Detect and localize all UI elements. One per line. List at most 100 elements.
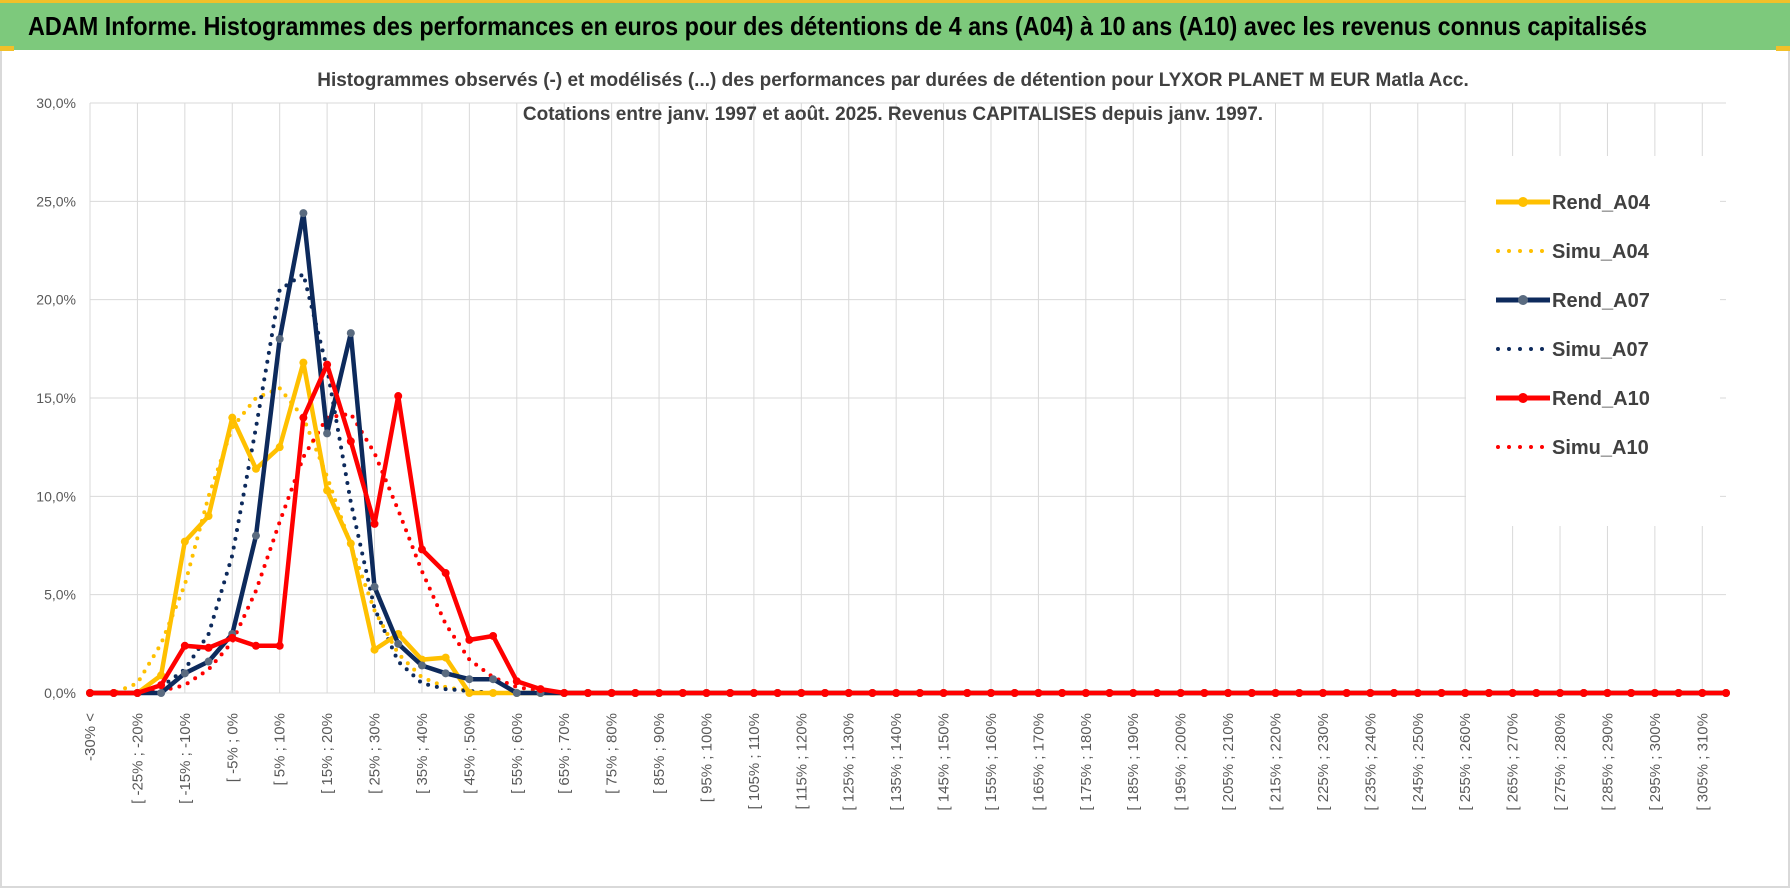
data-point — [323, 429, 332, 438]
data-point — [1247, 689, 1256, 697]
x-tick-label: [ 145% ; 150% — [936, 713, 953, 811]
data-point — [299, 413, 308, 422]
data-point — [560, 689, 569, 697]
data-point — [821, 689, 830, 697]
data-point — [868, 689, 877, 697]
chart-title: Histogrammes observés (-) et modélisés (… — [317, 70, 1469, 91]
data-point — [251, 464, 260, 473]
data-point — [892, 689, 901, 697]
data-point — [323, 486, 332, 495]
data-point — [1318, 689, 1327, 697]
data-point — [346, 329, 355, 338]
data-point — [180, 641, 189, 650]
data-point — [109, 689, 118, 697]
data-point — [702, 689, 711, 697]
chart-subtitle: Cotations entre janv. 1997 et août. 2025… — [523, 104, 1263, 125]
legend-item-simu-a07[interactable]: Simu_A07 — [1496, 339, 1649, 361]
x-tick-label: [ 105% ; 110% — [746, 713, 763, 809]
y-tick-label: 5,0% — [44, 587, 76, 603]
data-point — [844, 689, 853, 697]
data-point — [86, 689, 94, 697]
data-point — [299, 358, 308, 367]
legend-label: Simu_A04 — [1552, 241, 1650, 263]
legend-item-simu-a04[interactable]: Simu_A04 — [1496, 241, 1650, 263]
x-tick-label: [ -15% ; -10% — [177, 713, 194, 804]
x-tick-label: -30% < — [82, 713, 99, 761]
data-point — [1437, 689, 1446, 697]
data-point — [275, 443, 284, 452]
data-point — [489, 631, 498, 640]
data-point — [1366, 689, 1375, 697]
data-point — [1081, 689, 1090, 697]
x-tick-label: [ 95% ; 100% — [698, 713, 715, 802]
data-point — [489, 689, 498, 697]
data-point — [1698, 689, 1707, 697]
legend-item-rend-a10[interactable]: Rend_A10 — [1496, 388, 1650, 410]
data-point — [251, 531, 260, 540]
data-point — [228, 633, 237, 642]
y-tick-label: 0,0% — [44, 685, 76, 701]
y-tick-label: 10,0% — [36, 488, 76, 504]
data-point — [1603, 689, 1612, 697]
data-point — [773, 689, 782, 697]
data-point — [251, 641, 260, 650]
x-tick-label: [ 65% ; 70% — [556, 713, 573, 794]
data-point — [631, 689, 640, 697]
data-point — [275, 641, 284, 650]
legend-marker — [1518, 197, 1528, 207]
x-tick-label: [ -25% ; -20% — [129, 713, 146, 804]
data-point — [583, 689, 592, 697]
data-point — [323, 360, 332, 369]
data-point — [465, 689, 474, 697]
chart-area: 0,0% 5,0% 10,0% 15,0% 20,0% 25,0% 30,0% -30% <… — [0, 56, 1790, 886]
x-tick-label: [ 255% ; 260% — [1457, 713, 1474, 811]
legend-box — [1466, 156, 1720, 526]
y-tick-label: 25,0% — [36, 193, 76, 209]
x-tick-label: [ 75% ; 80% — [604, 713, 621, 794]
y-tick-label: 30,0% — [36, 95, 76, 111]
x-tick-label: [ 155% ; 160% — [983, 713, 1000, 811]
legend-label: Rend_A04 — [1552, 192, 1651, 214]
y-axis-ticks: 0,0% 5,0% 10,0% 15,0% 20,0% 25,0% 30,0% — [36, 95, 76, 701]
legend-label: Simu_A10 — [1552, 437, 1649, 459]
histogram-chart: 0,0% 5,0% 10,0% 15,0% 20,0% 25,0% 30,0% -30% <… — [36, 70, 1730, 811]
x-tick-label: [ 185% ; 190% — [1125, 713, 1142, 811]
legend-label: Rend_A07 — [1552, 290, 1650, 312]
legend[interactable]: Rend_A04 Simu_A04 Rend_A07 Simu_A07 Rend_A10… — [1466, 156, 1720, 526]
x-tick-label: [ 215% ; 220% — [1268, 713, 1285, 811]
data-point — [465, 675, 474, 684]
data-point — [204, 657, 213, 666]
data-point — [963, 689, 972, 697]
data-point — [1295, 689, 1304, 697]
data-point — [1556, 689, 1565, 697]
data-point — [346, 437, 355, 446]
x-tick-label: [ 205% ; 210% — [1220, 713, 1237, 811]
data-point — [1390, 689, 1399, 697]
x-tick-label: [ 25% ; 30% — [367, 713, 384, 794]
data-point — [1579, 689, 1588, 697]
legend-item-simu-a10[interactable]: Simu_A10 — [1496, 437, 1649, 459]
legend-item-rend-a04[interactable]: Rend_A04 — [1496, 192, 1651, 214]
data-point — [536, 685, 545, 694]
x-tick-label: [ 175% ; 180% — [1078, 713, 1095, 811]
x-tick-label: [ -5% ; 0% — [224, 713, 241, 782]
data-point — [749, 689, 758, 697]
x-tick-label: [ 245% ; 250% — [1410, 713, 1427, 811]
data-point — [204, 643, 213, 652]
x-tick-label: [ 265% ; 270% — [1505, 713, 1522, 811]
x-tick-label: [ 35% ; 40% — [414, 713, 431, 794]
data-point — [1152, 689, 1161, 697]
x-tick-label: [ 195% ; 200% — [1173, 713, 1190, 811]
data-point — [133, 689, 142, 697]
data-point — [1722, 689, 1730, 697]
data-point — [157, 681, 166, 690]
data-point — [346, 539, 355, 548]
series-line-rend-a10 — [90, 362, 1726, 696]
legend-label: Rend_A10 — [1552, 388, 1650, 410]
data-point — [417, 661, 426, 670]
legend-item-rend-a07[interactable]: Rend_A07 — [1496, 290, 1650, 312]
data-point — [441, 653, 450, 662]
data-point — [939, 689, 948, 697]
x-tick-label: [ 295% ; 300% — [1647, 713, 1664, 811]
x-tick-label: [ 5% ; 10% — [272, 713, 289, 786]
